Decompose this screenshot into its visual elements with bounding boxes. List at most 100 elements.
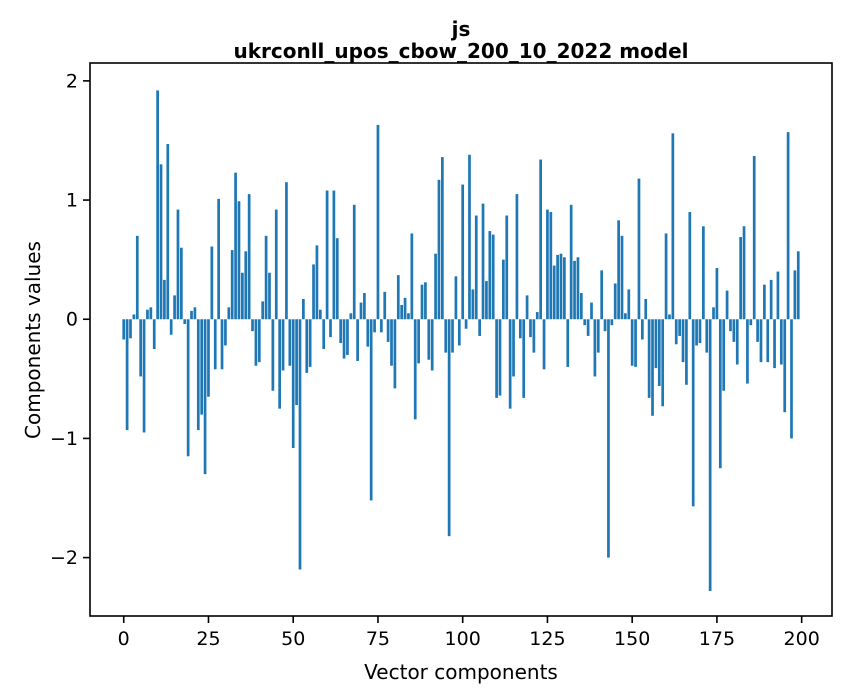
bar [691, 319, 695, 507]
bar [213, 319, 217, 370]
bar [546, 209, 549, 320]
bar [278, 319, 282, 409]
bar [702, 226, 705, 320]
bar [186, 319, 190, 457]
bar [668, 314, 671, 320]
bar [342, 319, 346, 359]
bar [220, 319, 224, 370]
bar [685, 319, 688, 385]
bar [569, 204, 573, 320]
bar [759, 319, 763, 363]
y-tick-label: 2 [66, 70, 78, 92]
bar [624, 313, 627, 320]
bar [396, 275, 400, 320]
bar [590, 302, 593, 320]
bar [474, 215, 478, 320]
bar [468, 154, 471, 320]
bar [159, 164, 163, 320]
bar [335, 238, 339, 320]
y-axis-label: Components values [21, 241, 45, 439]
bar [451, 319, 454, 353]
bar [498, 319, 502, 396]
bar [383, 291, 387, 320]
bar [142, 319, 146, 433]
bar [522, 319, 526, 398]
bar [630, 319, 634, 366]
bar [481, 203, 485, 320]
bar [681, 319, 685, 363]
bar [152, 319, 156, 350]
x-tick-label: 200 [784, 628, 820, 650]
bar [125, 319, 129, 431]
bar [566, 319, 570, 367]
bar [196, 319, 200, 431]
bar [261, 301, 265, 320]
bar [135, 235, 139, 320]
bar [203, 319, 207, 475]
bar [132, 314, 136, 320]
bar [149, 307, 153, 320]
y-tick-label: −2 [50, 547, 78, 569]
bar [254, 319, 258, 366]
bar [549, 211, 553, 320]
bar [535, 312, 539, 320]
bar [457, 319, 461, 346]
bar [207, 319, 210, 397]
bar [437, 179, 441, 320]
bar [234, 172, 237, 320]
x-tick-label: 50 [281, 628, 305, 650]
bar [552, 265, 556, 320]
bar [776, 271, 780, 320]
y-tick-label: 1 [66, 190, 78, 212]
bar [139, 319, 143, 377]
bar [427, 319, 431, 360]
bar [525, 295, 529, 320]
bar [379, 319, 383, 333]
bar [786, 132, 790, 320]
bar [176, 209, 180, 320]
bar [444, 319, 448, 353]
bar [688, 211, 692, 320]
bar [647, 319, 651, 398]
bar [241, 272, 244, 320]
x-tick-label: 0 [118, 628, 130, 650]
bar [715, 267, 719, 320]
bar [244, 251, 248, 320]
bar [505, 215, 509, 320]
bar [190, 310, 193, 320]
bar [586, 319, 590, 336]
bar [268, 272, 271, 320]
chart-subtitle: ukrconll_upos_cbow_200_10_2022 model [233, 39, 689, 63]
bar [200, 319, 204, 415]
bar [718, 319, 722, 469]
bar [593, 319, 597, 377]
bar [729, 319, 732, 332]
bar [698, 319, 702, 344]
bar [349, 313, 353, 320]
bar [488, 231, 492, 320]
bar [610, 319, 614, 326]
bar [156, 90, 159, 320]
bar [257, 319, 261, 363]
bar [735, 319, 739, 365]
bar [129, 319, 132, 339]
bar [373, 319, 376, 333]
bar [725, 290, 729, 320]
bar [485, 281, 488, 320]
bar [620, 235, 624, 320]
bar [447, 319, 451, 537]
y-tick-label: 0 [66, 309, 78, 331]
bar [393, 319, 397, 389]
bar [339, 319, 343, 344]
bar [403, 297, 407, 320]
bar [441, 157, 444, 320]
bar [247, 194, 251, 320]
x-tick-label: 150 [614, 628, 650, 650]
x-tick-label: 25 [196, 628, 220, 650]
bar [657, 319, 661, 386]
bar [366, 319, 370, 347]
bar [352, 204, 356, 320]
bar [576, 257, 580, 320]
bar [420, 284, 424, 320]
